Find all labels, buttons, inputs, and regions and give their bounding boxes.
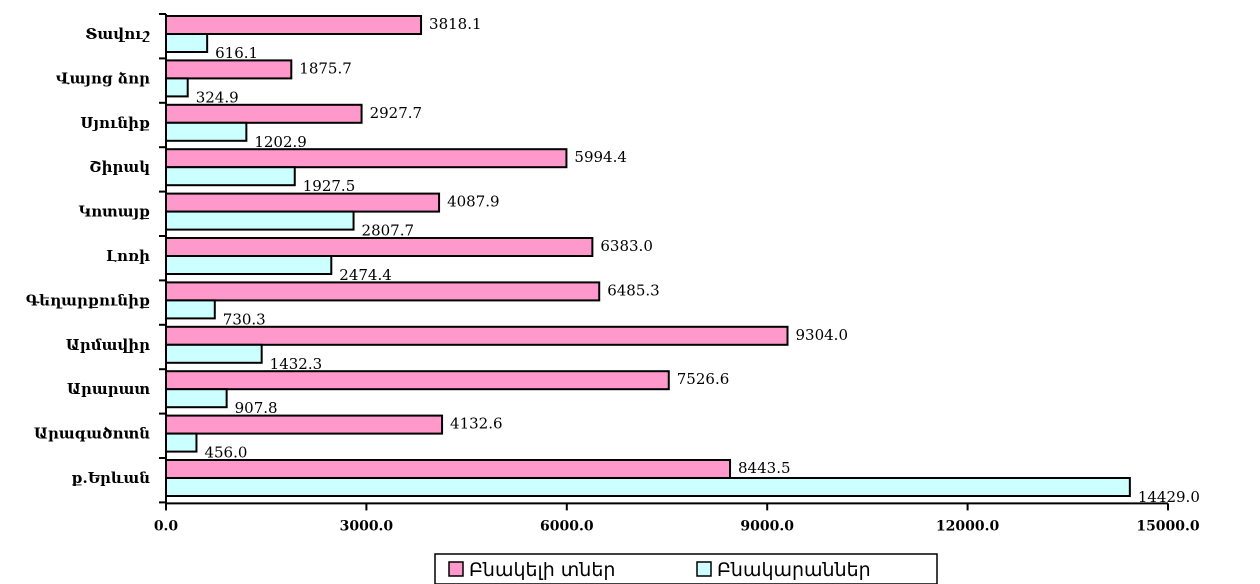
data-label: 1202.9 — [254, 133, 306, 151]
data-label: 730.3 — [223, 310, 266, 328]
bar-apartments — [165, 33, 209, 53]
x-tick-label: 15000.0 — [1136, 518, 1200, 534]
bar-residential-houses — [165, 148, 568, 169]
data-label: 1432.3 — [270, 355, 323, 373]
bar-apartments — [165, 299, 216, 320]
data-label: 907.8 — [235, 399, 278, 417]
bar-residential-houses — [165, 325, 789, 346]
data-label: 9304.0 — [796, 326, 849, 344]
data-label: 1875.7 — [299, 59, 352, 77]
bar-residential-houses — [165, 15, 423, 35]
category-label: Կոտայք — [78, 203, 150, 221]
data-label: 5994.4 — [574, 148, 627, 166]
category-labels: Տավուշ Վայոց ձոր Սյունիք Շիրակ Կոտայք Լոռի Գեղ… — [26, 25, 151, 487]
x-tick-label: 3000.0 — [340, 518, 394, 534]
bar-apartments — [165, 255, 333, 275]
bar-residential-houses — [165, 414, 444, 435]
bar-apartments — [165, 166, 296, 187]
data-label: 2807.7 — [362, 222, 415, 240]
data-label: 8443.5 — [738, 459, 791, 477]
category-label: Տավուշ — [85, 25, 150, 43]
axes: 0.0 3000.0 6000.0 9000.0 12000.0 15000.0 — [154, 13, 1200, 534]
bar-apartments — [165, 432, 198, 453]
category-label: Սյունիք — [80, 114, 150, 132]
data-label: 4087.9 — [447, 193, 500, 211]
x-tick-label: 12000.0 — [936, 518, 1000, 534]
category-label: Գեղարքունիք — [26, 291, 150, 309]
category-label: Արարատ — [67, 380, 150, 398]
bar-apartments — [165, 121, 248, 142]
data-label: 324.9 — [196, 88, 239, 106]
data-label: 14429.0 — [1138, 488, 1200, 506]
bar-residential-houses — [165, 370, 670, 391]
category-label: ք.Երևան — [71, 469, 150, 487]
bar-apartments — [165, 77, 189, 98]
data-label: 6485.3 — [607, 281, 660, 299]
bar-residential-houses — [165, 192, 441, 213]
legend-box — [434, 553, 938, 584]
data-label: 456.0 — [204, 444, 247, 462]
legend: Բնակելի տներ Բնակարաններ — [434, 553, 938, 584]
bar-apartments — [165, 477, 1131, 497]
data-label: 6383.0 — [600, 237, 653, 255]
bar-residential-houses — [165, 459, 732, 479]
legend-swatch-residential-houses — [448, 561, 464, 577]
legend-swatch-apartments — [696, 561, 712, 577]
data-label: 2474.4 — [339, 266, 392, 284]
data-label: 2927.7 — [370, 104, 423, 122]
bar-residential-houses — [165, 281, 601, 302]
bars — [165, 15, 1131, 497]
bar-residential-houses — [165, 237, 594, 257]
bar-apartments — [165, 210, 355, 231]
x-tick-label: 9000.0 — [740, 518, 794, 534]
bar-residential-houses — [165, 103, 363, 124]
x-tick-label: 6000.0 — [540, 518, 594, 534]
category-label: Լոռի — [106, 247, 150, 265]
data-label: 616.1 — [215, 44, 258, 62]
bar-apartments — [165, 388, 228, 409]
category-label: Շիրակ — [89, 158, 150, 176]
data-label: 7526.6 — [677, 370, 730, 388]
legend-label: Բնակելի տներ — [469, 559, 615, 581]
bar-apartments — [165, 343, 263, 364]
category-label: Արմավիր — [66, 336, 150, 354]
x-tick-label: 0.0 — [154, 518, 179, 534]
category-label: Արագածոտն — [34, 425, 150, 443]
category-label: Վայոց ձոր — [56, 69, 150, 87]
data-label: 3818.1 — [429, 15, 482, 33]
legend-label: Բնակարաններ — [717, 559, 871, 581]
bar-residential-houses — [165, 59, 293, 80]
data-label: 4132.6 — [450, 415, 503, 433]
data-label: 1927.5 — [303, 177, 356, 195]
value-labels: 3818.1 616.1 1875.7 324.9 2927.7 1202.9 5994.4… — [196, 15, 1200, 506]
